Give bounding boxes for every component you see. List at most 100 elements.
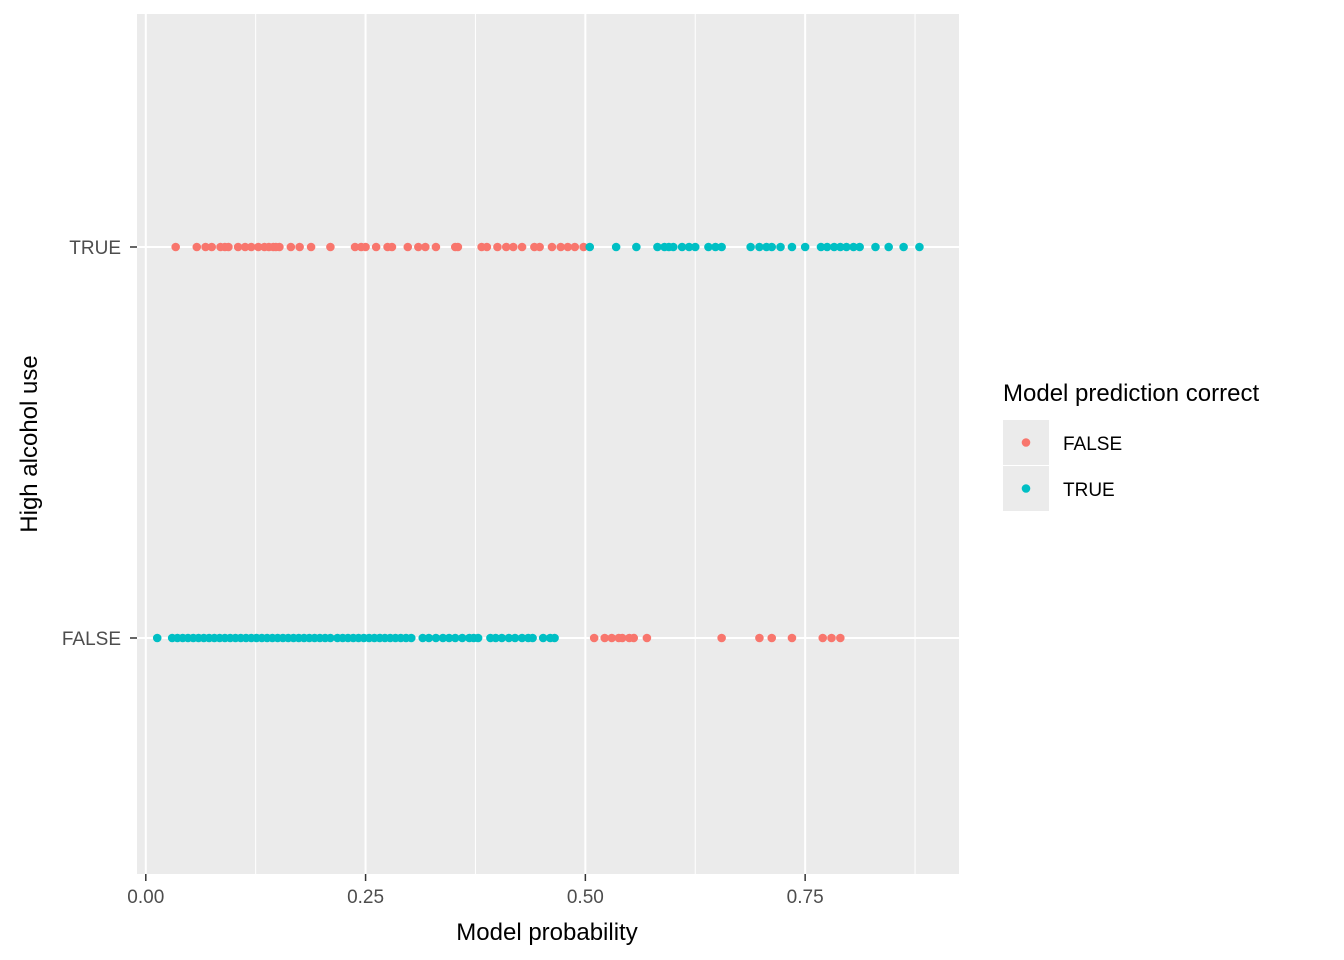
data-point <box>414 242 423 252</box>
data-point <box>306 242 316 252</box>
data-point <box>849 242 858 252</box>
data-point <box>629 633 639 643</box>
data-point <box>607 633 617 643</box>
data-point <box>240 242 250 252</box>
data-point <box>207 242 217 252</box>
data-point <box>453 242 463 252</box>
data-point <box>632 242 641 252</box>
x-axis: 0.00 0.25 0.50 0.75 <box>127 874 824 908</box>
data-point <box>371 242 381 252</box>
data-point <box>473 633 483 643</box>
data-point <box>787 242 797 252</box>
data-point <box>201 242 210 252</box>
data-point <box>431 242 441 252</box>
data-point <box>550 633 559 643</box>
data-point <box>406 633 416 643</box>
y-axis: FALSE TRUE <box>62 238 137 650</box>
x-tick-label: 0.00 <box>127 887 164 908</box>
data-point <box>767 242 777 252</box>
data-point <box>295 242 304 252</box>
data-point <box>275 242 284 252</box>
data-point <box>438 633 448 643</box>
data-point <box>528 633 537 643</box>
data-point <box>497 633 507 643</box>
y-tick-label: TRUE <box>69 238 121 259</box>
data-point <box>254 242 263 252</box>
data-point <box>424 633 434 643</box>
x-axis-title: Model probability <box>456 919 637 946</box>
data-point <box>517 242 527 252</box>
x-tick-label: 0.25 <box>347 887 384 908</box>
data-point <box>326 633 335 643</box>
data-point <box>899 242 908 252</box>
data-point <box>361 242 370 252</box>
data-point <box>617 633 627 643</box>
data-point <box>286 242 296 252</box>
data-point <box>787 633 797 643</box>
data-point <box>387 242 397 252</box>
data-point <box>510 633 520 643</box>
data-point <box>776 242 785 252</box>
legend-key-true <box>1021 484 1031 493</box>
data-point <box>855 242 864 252</box>
data-point <box>746 242 755 252</box>
data-point <box>563 242 573 252</box>
data-point <box>421 242 430 252</box>
data-point <box>418 633 428 643</box>
data-point <box>611 242 621 252</box>
data-point <box>818 633 828 643</box>
data-point <box>704 242 713 252</box>
data-point <box>684 242 694 252</box>
legend-key-false <box>1021 438 1031 447</box>
data-point <box>871 242 880 252</box>
data-point <box>152 633 162 643</box>
legend-label-false: FALSE <box>1063 434 1122 455</box>
data-point <box>504 633 514 643</box>
data-point <box>547 242 557 252</box>
data-point <box>450 633 460 643</box>
panel-background <box>137 14 959 874</box>
data-point <box>171 242 180 252</box>
data-point <box>690 242 700 252</box>
data-point <box>827 633 836 643</box>
data-point <box>556 242 566 252</box>
y-axis-title: High alcohol use <box>16 355 43 532</box>
data-point <box>585 242 595 252</box>
legend-label-true: TRUE <box>1063 480 1115 501</box>
legend-title: Model prediction correct <box>1003 380 1259 407</box>
data-point <box>767 633 777 643</box>
data-point <box>836 633 845 643</box>
legend: Model prediction correct FALSE TRUE <box>1003 380 1259 511</box>
data-point <box>589 633 599 643</box>
data-point <box>816 242 826 252</box>
data-point <box>915 242 924 252</box>
data-point <box>224 242 233 252</box>
data-point <box>800 242 810 252</box>
data-point <box>600 633 609 643</box>
data-point <box>457 633 467 643</box>
data-point <box>517 633 527 643</box>
data-point <box>822 242 832 252</box>
data-point <box>326 242 335 252</box>
data-point <box>755 242 764 252</box>
data-point <box>884 242 893 252</box>
data-point <box>508 242 518 252</box>
data-point <box>579 242 588 252</box>
data-point <box>836 242 845 252</box>
data-point <box>829 242 839 252</box>
data-point <box>538 633 548 643</box>
data-point <box>535 242 544 252</box>
data-point <box>493 242 502 252</box>
data-point <box>668 242 678 252</box>
data-point <box>642 633 652 643</box>
y-tick-label: FALSE <box>62 629 121 650</box>
data-point <box>482 242 492 252</box>
data-points <box>152 242 924 643</box>
data-point <box>192 242 202 252</box>
data-point <box>755 633 764 643</box>
data-point <box>444 633 454 643</box>
data-point <box>717 242 726 252</box>
data-point <box>350 242 360 252</box>
data-point <box>431 633 441 643</box>
